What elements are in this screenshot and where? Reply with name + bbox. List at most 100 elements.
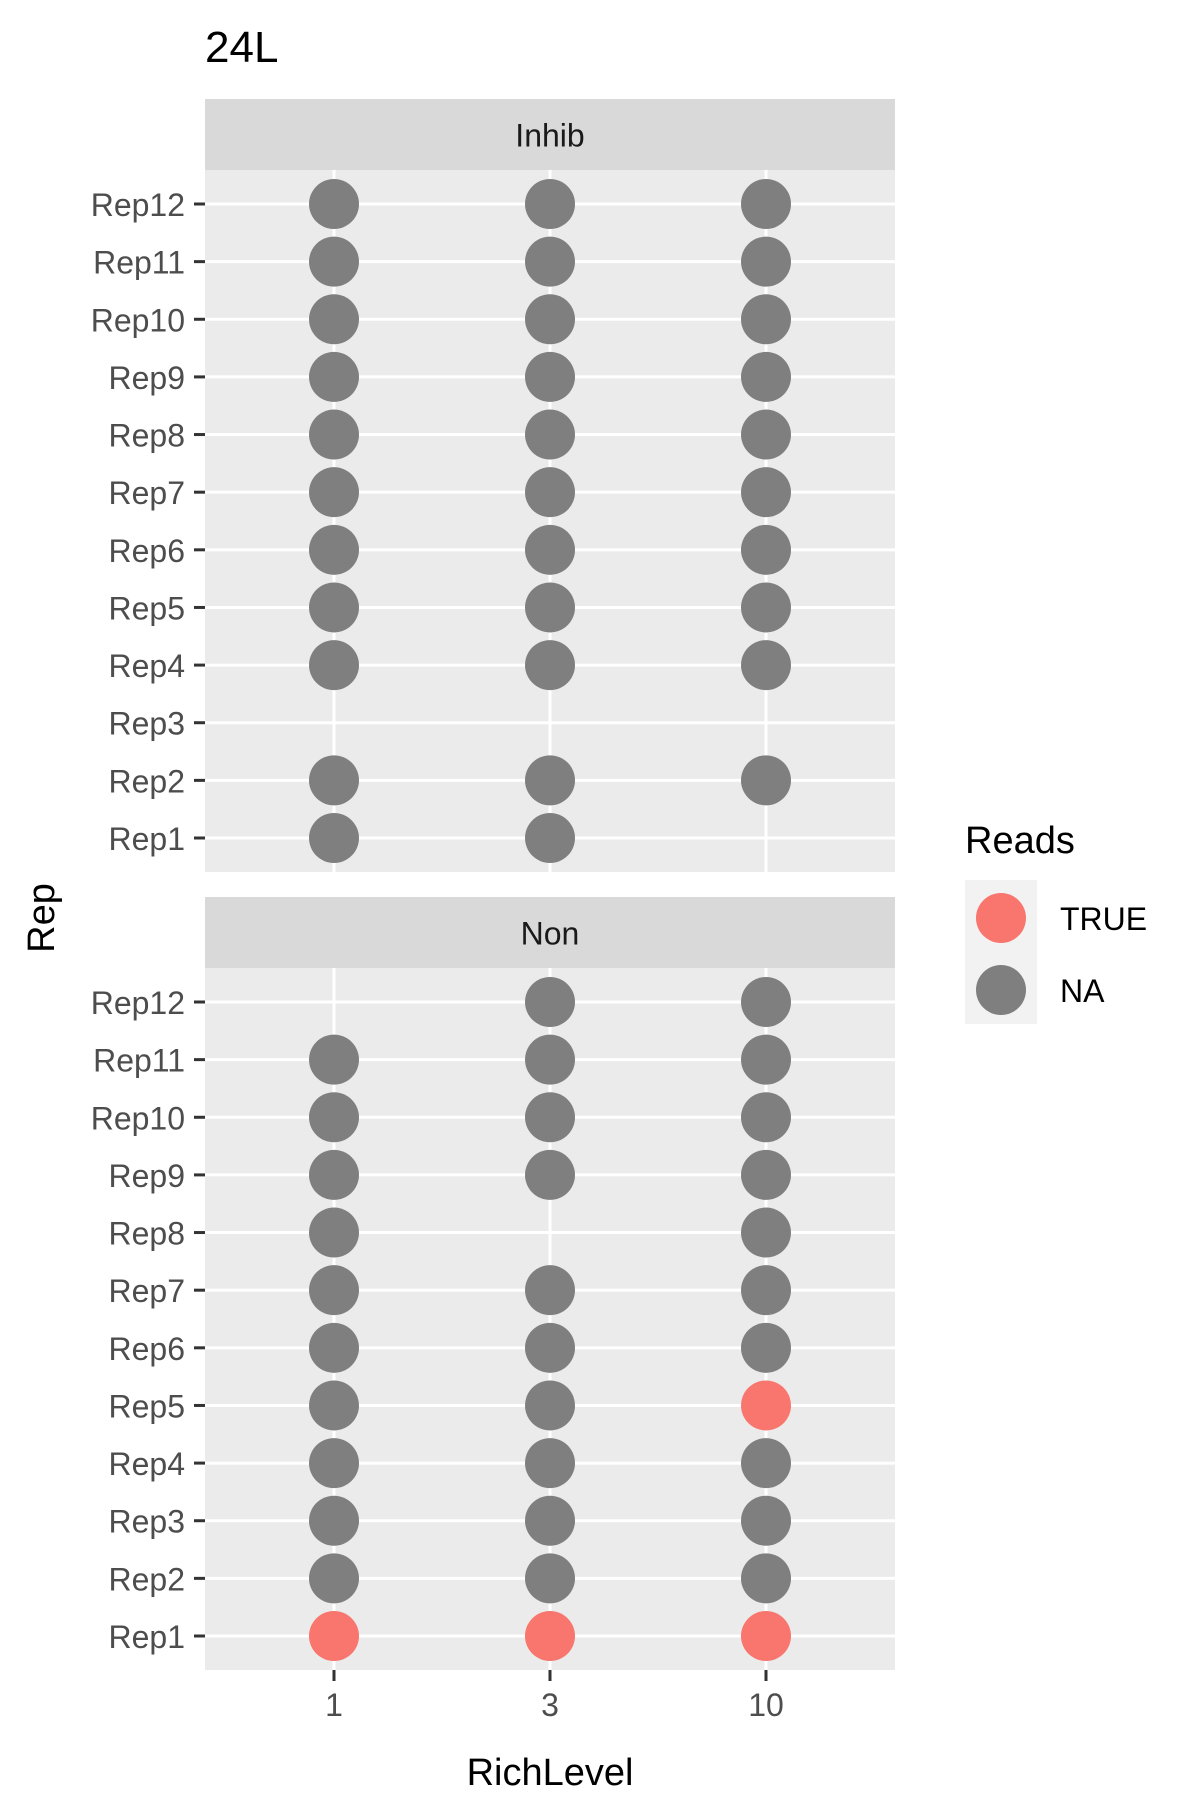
point-inhib-rep6-x3-na bbox=[525, 524, 575, 575]
point-non-rep8-x10-na bbox=[741, 1207, 791, 1258]
point-inhib-rep6-x10-na bbox=[741, 524, 791, 575]
point-inhib-rep10-x1-na bbox=[309, 294, 359, 345]
point-inhib-rep4-x3-na bbox=[525, 640, 575, 691]
y-tick-label-non-rep3: Rep3 bbox=[109, 1504, 186, 1540]
point-non-rep10-x1-na bbox=[309, 1092, 359, 1143]
legend-label-na: NA bbox=[1060, 973, 1105, 1009]
y-axis-title: Rep bbox=[21, 883, 63, 953]
point-non-rep4-x10-na bbox=[741, 1438, 791, 1489]
y-tick-label-inhib-rep5: Rep5 bbox=[109, 590, 186, 626]
y-tick-label-non-rep7: Rep7 bbox=[109, 1273, 186, 1309]
points-non bbox=[309, 977, 791, 1661]
y-tick-label-non-rep5: Rep5 bbox=[109, 1388, 186, 1424]
chart-title: 24L bbox=[205, 23, 278, 72]
point-inhib-rep7-x10-na bbox=[741, 467, 791, 518]
point-non-rep2-x10-na bbox=[741, 1553, 791, 1604]
point-inhib-rep1-x3-na bbox=[525, 813, 575, 863]
y-tick-label-inhib-rep12: Rep12 bbox=[91, 187, 185, 223]
point-non-rep2-x3-na bbox=[525, 1553, 575, 1604]
point-inhib-rep11-x10-na bbox=[741, 236, 791, 287]
point-non-rep5-x3-na bbox=[525, 1380, 575, 1431]
point-non-rep12-x3-na bbox=[525, 977, 575, 1027]
y-tick-label-non-rep9: Rep9 bbox=[109, 1158, 186, 1194]
x-axis: 1 3 10 bbox=[325, 1670, 784, 1723]
point-non-rep1-x3-true bbox=[525, 1611, 575, 1661]
facet-strip-non bbox=[205, 897, 895, 968]
y-tick-label-inhib-rep11: Rep11 bbox=[93, 245, 185, 281]
legend-key-true bbox=[976, 893, 1026, 943]
point-non-rep7-x1-na bbox=[309, 1265, 359, 1316]
y-tick-label-inhib-rep8: Rep8 bbox=[109, 418, 186, 454]
point-inhib-rep9-x10-na bbox=[741, 351, 791, 402]
points-inhib bbox=[309, 179, 791, 863]
point-non-rep5-x1-na bbox=[309, 1380, 359, 1431]
facet-label-non: Non bbox=[521, 916, 580, 952]
point-inhib-rep5-x1-na bbox=[309, 582, 359, 633]
legend-label-true: TRUE bbox=[1060, 901, 1147, 937]
facet-non: NonRep1Rep2Rep3Rep4Rep5Rep6Rep7Rep8Rep9R… bbox=[91, 897, 895, 1670]
point-inhib-rep2-x3-na bbox=[525, 755, 575, 806]
y-tick-label-non-rep11: Rep11 bbox=[93, 1043, 185, 1079]
y-axis-non: Rep1 Rep2 Rep3 Rep4 Rep5 Rep6 Rep7 Rep8 Rep9 Rep1… bbox=[91, 985, 205, 1655]
y-tick-label-non-rep2: Rep2 bbox=[109, 1561, 186, 1597]
legend-title: Reads bbox=[965, 820, 1075, 862]
point-non-rep10-x3-na bbox=[525, 1092, 575, 1143]
point-inhib-rep8-x10-na bbox=[741, 409, 791, 460]
point-non-rep11-x10-na bbox=[741, 1034, 791, 1085]
x-tick-label-10: 10 bbox=[748, 1687, 784, 1723]
point-inhib-rep2-x1-na bbox=[309, 755, 359, 806]
point-inhib-rep12-x1-na bbox=[309, 179, 359, 229]
point-inhib-rep9-x1-na bbox=[309, 351, 359, 402]
point-non-rep11-x3-na bbox=[525, 1034, 575, 1085]
y-tick-label-non-rep8: Rep8 bbox=[109, 1216, 186, 1252]
point-non-rep3-x10-na bbox=[741, 1495, 791, 1546]
y-tick-label-non-rep4: Rep4 bbox=[109, 1446, 186, 1482]
x-axis-title: RichLevel bbox=[467, 1752, 634, 1794]
point-inhib-rep6-x1-na bbox=[309, 524, 359, 575]
point-non-rep6-x3-na bbox=[525, 1322, 575, 1373]
x-tick-label-3: 3 bbox=[541, 1687, 559, 1723]
facet-label-inhib: Inhib bbox=[515, 118, 584, 154]
y-tick-label-inhib-rep4: Rep4 bbox=[109, 648, 186, 684]
point-non-rep4-x1-na bbox=[309, 1438, 359, 1489]
y-tick-label-inhib-rep6: Rep6 bbox=[109, 533, 186, 569]
point-inhib-rep8-x1-na bbox=[309, 409, 359, 460]
point-non-rep1-x1-true bbox=[309, 1611, 359, 1661]
point-inhib-rep11-x3-na bbox=[525, 236, 575, 287]
point-inhib-rep4-x10-na bbox=[741, 640, 791, 691]
point-inhib-rep4-x1-na bbox=[309, 640, 359, 691]
facet-strip-inhib bbox=[205, 99, 895, 170]
point-non-rep9-x10-na bbox=[741, 1149, 791, 1200]
point-inhib-rep7-x3-na bbox=[525, 467, 575, 518]
point-non-rep7-x3-na bbox=[525, 1265, 575, 1316]
point-inhib-rep7-x1-na bbox=[309, 467, 359, 518]
y-tick-label-non-rep12: Rep12 bbox=[91, 985, 185, 1021]
point-non-rep6-x10-na bbox=[741, 1322, 791, 1373]
point-non-rep1-x10-true bbox=[741, 1611, 791, 1661]
point-non-rep2-x1-na bbox=[309, 1553, 359, 1604]
facet-inhib: InhibRep1Rep2Rep3Rep4Rep5Rep6Rep7Rep8Rep… bbox=[91, 99, 895, 872]
point-inhib-rep10-x3-na bbox=[525, 294, 575, 345]
y-tick-label-non-rep1: Rep1 bbox=[109, 1619, 186, 1655]
y-axis-inhib: Rep1 Rep2 Rep3 Rep4 Rep5 Rep6 Rep7 Rep8 Rep9 Rep1… bbox=[91, 187, 205, 857]
point-non-rep5-x10-true bbox=[741, 1380, 791, 1431]
y-tick-label-non-rep10: Rep10 bbox=[91, 1100, 185, 1136]
point-non-rep9-x1-na bbox=[309, 1149, 359, 1200]
point-inhib-rep12-x10-na bbox=[741, 179, 791, 229]
facets: Inhib Rep1 Rep2 Rep3 Rep4 Rep5 Rep6 Rep7 Rep8 Rep… bbox=[91, 99, 895, 1670]
point-inhib-rep5-x3-na bbox=[525, 582, 575, 633]
y-tick-label-inhib-rep1: Rep1 bbox=[109, 821, 186, 857]
point-inhib-rep5-x10-na bbox=[741, 582, 791, 633]
y-tick-label-inhib-rep3: Rep3 bbox=[109, 706, 186, 742]
legend: Reads TRUE NA bbox=[965, 820, 1147, 1024]
point-inhib-rep2-x10-na bbox=[741, 755, 791, 806]
point-inhib-rep1-x1-na bbox=[309, 813, 359, 863]
y-tick-label-inhib-rep2: Rep2 bbox=[109, 763, 186, 799]
point-inhib-rep8-x3-na bbox=[525, 409, 575, 460]
y-tick-label-inhib-rep9: Rep9 bbox=[109, 360, 186, 396]
point-non-rep10-x10-na bbox=[741, 1092, 791, 1143]
point-inhib-rep9-x3-na bbox=[525, 351, 575, 402]
point-inhib-rep11-x1-na bbox=[309, 236, 359, 287]
